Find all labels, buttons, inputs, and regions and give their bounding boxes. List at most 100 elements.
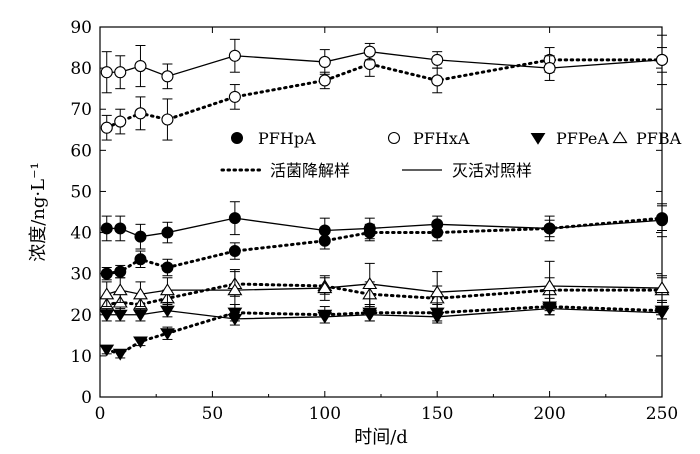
legend-marker — [612, 131, 628, 144]
x-tick-label: 0 — [95, 404, 106, 424]
data-point — [542, 303, 558, 316]
y-tick-label: 60 — [70, 141, 92, 161]
data-point — [317, 311, 333, 324]
x-tick-label: 200 — [533, 404, 565, 424]
legend: PFHpA PFHxA PFPeA PFBA 活菌降解样 灭活对照样 — [220, 129, 682, 180]
data-point — [133, 309, 148, 322]
y-tick-label: 80 — [70, 59, 92, 79]
legend-line-label: 灭活对照样 — [452, 161, 532, 180]
data-point — [134, 60, 147, 73]
legend-line-item: 活菌降解样 — [220, 161, 350, 180]
legend-marker — [231, 132, 243, 144]
legend-item-PFPeA: PFPeA — [530, 129, 609, 148]
data-point — [543, 62, 556, 75]
data-point — [114, 265, 127, 278]
series-PFHpA-live — [100, 205, 668, 281]
data-point — [317, 281, 333, 294]
series-PFBA-live — [99, 271, 670, 314]
legend-label: PFHpA — [258, 129, 316, 148]
data-point — [99, 344, 115, 357]
series-layer — [99, 34, 670, 361]
data-point — [100, 222, 113, 235]
data-point — [227, 283, 243, 296]
data-point — [160, 305, 175, 318]
y-axis-title: 浓度/ng·L⁻¹ — [28, 162, 49, 262]
series-line — [105, 305, 664, 356]
x-tick-label: 50 — [202, 404, 224, 424]
series-PFHpA-control — [100, 201, 668, 250]
legend-label: PFHxA — [413, 129, 470, 148]
data-point — [655, 53, 669, 66]
data-point — [160, 328, 175, 341]
data-point — [159, 283, 175, 296]
data-point — [100, 66, 113, 79]
series-line — [105, 58, 664, 130]
plot-area — [99, 26, 663, 398]
legend-item-PFHpA: PFHpA — [231, 129, 316, 148]
data-point — [100, 121, 113, 134]
data-point — [161, 70, 174, 83]
data-point — [362, 309, 378, 322]
series-line — [105, 282, 664, 307]
data-point — [318, 224, 331, 237]
data-point — [99, 287, 115, 300]
legend-line-item: 灭活对照样 — [402, 161, 532, 180]
data-point — [654, 281, 670, 294]
data-point — [363, 45, 376, 58]
series-PFHxA-live — [100, 47, 669, 141]
data-point — [114, 222, 127, 235]
data-point — [431, 53, 444, 66]
y-tick-label: 50 — [70, 182, 92, 202]
data-point — [228, 49, 241, 62]
data-point — [161, 261, 174, 274]
legend-marker — [387, 131, 401, 145]
series-PFPeA-control — [99, 301, 670, 326]
series-line — [106, 217, 663, 238]
data-point — [114, 115, 127, 128]
series-PFHxA-control — [100, 34, 669, 94]
x-axis-title: 时间/d — [354, 427, 408, 448]
series-line — [106, 307, 663, 320]
data-point — [318, 55, 331, 68]
data-point — [132, 287, 148, 300]
data-point — [100, 267, 113, 280]
plot-border — [99, 26, 663, 398]
data-point — [161, 226, 174, 239]
data-point — [114, 66, 127, 79]
data-point — [431, 218, 444, 231]
y-tick-label: 20 — [70, 306, 92, 326]
data-point — [112, 348, 128, 361]
data-point — [429, 285, 445, 298]
legend-item-PFBA: PFBA — [612, 129, 682, 148]
data-point — [228, 245, 241, 258]
legend-label: PFPeA — [556, 129, 609, 148]
data-point — [362, 277, 378, 290]
data-point — [134, 107, 147, 120]
data-point — [161, 113, 174, 126]
data-point — [542, 279, 558, 292]
x-axis: 0 50 100 150 200 250 — [95, 27, 678, 424]
data-point — [318, 74, 331, 87]
data-point — [112, 309, 128, 322]
data-point — [228, 90, 241, 103]
data-point — [227, 313, 243, 326]
data-point — [112, 283, 128, 296]
series-line — [106, 283, 663, 295]
y-tick-label: 70 — [70, 100, 92, 120]
series-line — [106, 51, 663, 78]
data-point — [134, 230, 147, 243]
legend-item-PFHxA: PFHxA — [387, 129, 470, 148]
y-tick-label: 10 — [70, 347, 92, 367]
data-point — [133, 336, 148, 349]
y-tick-label: 40 — [70, 224, 92, 244]
legend-label: PFBA — [636, 129, 682, 148]
x-tick-label: 250 — [646, 404, 678, 424]
data-point — [228, 212, 241, 225]
y-tick-label: 0 — [81, 388, 92, 408]
series-PFPeA-live — [99, 297, 670, 361]
data-point — [654, 307, 670, 320]
y-axis: 0 10 20 30 40 50 60 70 80 90 — [70, 18, 662, 408]
x-tick-label: 100 — [309, 404, 341, 424]
series-line — [105, 216, 664, 276]
